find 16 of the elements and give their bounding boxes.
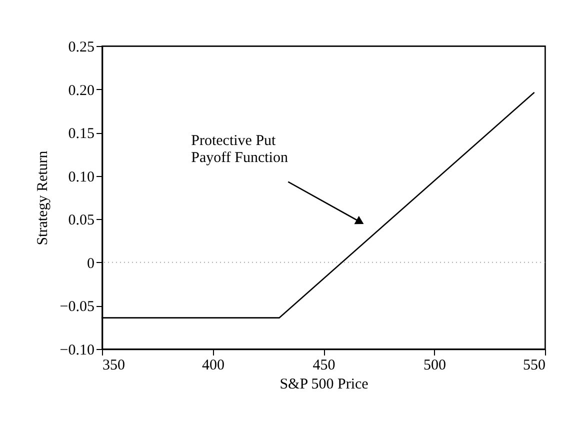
y-tick-label: −0.05 — [60, 299, 94, 316]
x-tick-label: 350 — [102, 358, 125, 374]
y-tick-label: 0 — [87, 256, 94, 272]
y-tick-label: 0.20 — [68, 82, 94, 99]
x-tick-label: 450 — [312, 358, 336, 374]
annotation: Protective Put Payoff Function — [191, 132, 288, 166]
y-tick-label: 0.10 — [68, 169, 94, 186]
y-tick-label: 0.25 — [68, 40, 94, 56]
x-axis-title: S&P 500 Price — [280, 376, 369, 392]
x-tick-label: 400 — [202, 358, 224, 374]
y-tick-label: 0.15 — [68, 126, 94, 142]
y-axis-title: Strategy Return — [34, 150, 51, 246]
x-tick-label: 500 — [424, 358, 446, 374]
x-tick-label: 550 — [523, 358, 546, 374]
y-tick-label: 0.05 — [68, 212, 94, 229]
y-tick-label: −0.10 — [60, 342, 94, 358]
